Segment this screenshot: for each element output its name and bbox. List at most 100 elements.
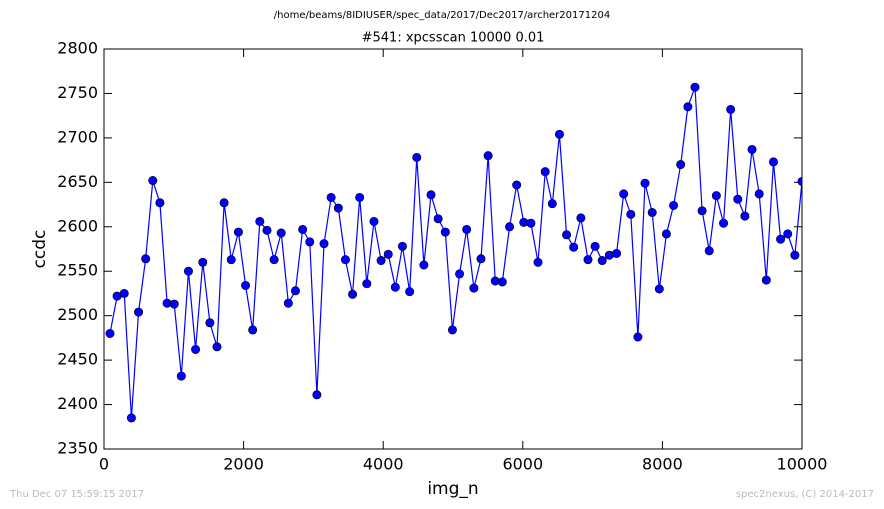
data-line (109, 87, 802, 418)
data-point (248, 325, 258, 335)
suptitle: /home/beams/8IDIUSER/spec_data/2017/Dec2… (274, 10, 610, 21)
data-point (719, 218, 729, 228)
data-point (219, 198, 229, 208)
data-point (312, 390, 322, 400)
data-point (455, 269, 465, 279)
data-point (255, 216, 265, 226)
data-point (697, 206, 707, 216)
data-point (241, 280, 251, 290)
plot-frame (103, 48, 803, 450)
data-point (447, 325, 457, 335)
y-tick-label: 2550 (57, 261, 98, 280)
footer-left: Thu Dec 07 15:59:15 2017 (9, 489, 144, 500)
data-point (141, 254, 151, 264)
data-point (554, 129, 564, 139)
data-point (105, 328, 115, 338)
x-tick-label: 10000 (777, 455, 828, 474)
data-point (326, 192, 336, 202)
data-point (526, 218, 536, 228)
data-point (654, 284, 664, 294)
data-point (205, 318, 215, 328)
data-point (176, 371, 186, 381)
y-tick-label: 2450 (57, 350, 98, 369)
data-point (348, 289, 358, 299)
data-point (590, 241, 600, 251)
data-point (483, 151, 493, 161)
data-point (476, 254, 486, 264)
data-point (533, 257, 543, 267)
data-point (440, 227, 450, 237)
data-point (148, 176, 158, 186)
data-point (276, 228, 286, 238)
data-point (462, 224, 472, 234)
data-point (669, 200, 679, 210)
data-point (419, 260, 429, 270)
data-point (626, 209, 636, 219)
x-tick-label: 2000 (223, 455, 264, 474)
data-point (397, 241, 407, 251)
data-point (305, 237, 315, 247)
data-point (733, 194, 743, 204)
data-point (333, 203, 343, 213)
data-point (212, 342, 222, 352)
data-point (619, 189, 629, 199)
data-point (426, 190, 436, 200)
data-point (612, 248, 622, 258)
data-point (340, 255, 350, 265)
y-tick-label: 2700 (57, 127, 98, 146)
y-tick-label: 2650 (57, 172, 98, 191)
data-point (319, 239, 329, 249)
data-point (740, 211, 750, 221)
data-point (747, 144, 757, 154)
data-point (269, 255, 279, 265)
data-point (390, 282, 400, 292)
data-point (383, 249, 393, 259)
data-point (633, 332, 643, 342)
data-point (761, 275, 771, 285)
data-point (512, 180, 522, 190)
data-point (676, 160, 686, 170)
data-point (369, 216, 379, 226)
x-tick-label: 0 (99, 455, 109, 474)
data-point (497, 277, 507, 287)
data-point (569, 242, 579, 252)
data-point (376, 256, 386, 266)
data-point (262, 225, 272, 235)
data-point (283, 298, 293, 308)
data-point (790, 250, 800, 260)
data-point (576, 213, 586, 223)
data-point (405, 287, 415, 297)
data-point (704, 246, 714, 256)
data-point (505, 222, 515, 232)
data-point (469, 283, 479, 293)
data-point (119, 288, 129, 298)
data-point (783, 229, 793, 239)
data-point (126, 413, 136, 423)
data-point (547, 199, 557, 209)
data-point (711, 191, 721, 201)
data-point (583, 255, 593, 265)
x-axis-label: img_n (427, 479, 478, 499)
data-point (134, 307, 144, 317)
data-point (640, 178, 650, 188)
chart-title: #541: xpcsscan 10000 0.01 (362, 31, 545, 46)
data-point (226, 255, 236, 265)
data-point (433, 214, 443, 224)
data-point (412, 152, 422, 162)
footer-right: spec2nexus, (C) 2014-2017 (736, 489, 874, 500)
y-tick-label: 2500 (57, 305, 98, 324)
data-point (169, 299, 179, 309)
data-point (768, 157, 778, 167)
data-point (198, 257, 208, 267)
x-tick-label: 8000 (642, 455, 683, 474)
data-point (355, 192, 365, 202)
data-point (754, 189, 764, 199)
data-point (540, 167, 550, 177)
data-point (562, 230, 572, 240)
data-point (597, 256, 607, 266)
data-point (155, 198, 165, 208)
data-point (647, 208, 657, 218)
x-tick-label: 6000 (502, 455, 543, 474)
